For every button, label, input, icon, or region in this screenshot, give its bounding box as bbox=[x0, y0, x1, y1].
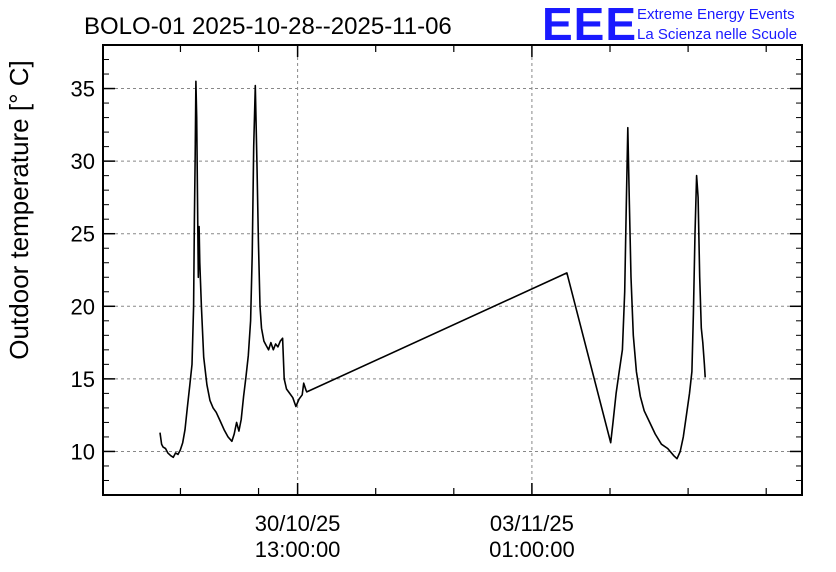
y-tick-label: 35 bbox=[71, 77, 95, 102]
y-tick-label: 15 bbox=[71, 367, 95, 392]
x-tick-label-date: 30/10/25 bbox=[255, 511, 341, 536]
y-tick-label: 30 bbox=[71, 149, 95, 174]
x-tick-label-time: 13:00:00 bbox=[255, 537, 341, 562]
chart-title: BOLO-01 2025-10-28--2025-11-06 bbox=[84, 13, 452, 40]
logo-letters: EEE bbox=[542, 0, 637, 50]
y-tick-label: 10 bbox=[71, 439, 95, 464]
x-tick-label-time: 01:00:00 bbox=[489, 537, 575, 562]
axis-ticks bbox=[103, 44, 802, 496]
x-tick-label-date: 03/11/25 bbox=[490, 511, 574, 536]
eee-logo: EEE Extreme Energy Events La Scienza nel… bbox=[542, 0, 797, 50]
temperature-series-line bbox=[159, 80, 706, 460]
grid-lines bbox=[103, 45, 802, 495]
y-tick-label: 25 bbox=[71, 222, 95, 247]
y-tick-label: 20 bbox=[71, 294, 95, 319]
y-axis-label: Outdoor temperature [° C] bbox=[4, 60, 34, 359]
plot-frame bbox=[102, 44, 803, 496]
logo-line2: La Scienza nelle Scuole bbox=[637, 26, 797, 43]
logo-line1: Extreme Energy Events bbox=[637, 6, 795, 23]
